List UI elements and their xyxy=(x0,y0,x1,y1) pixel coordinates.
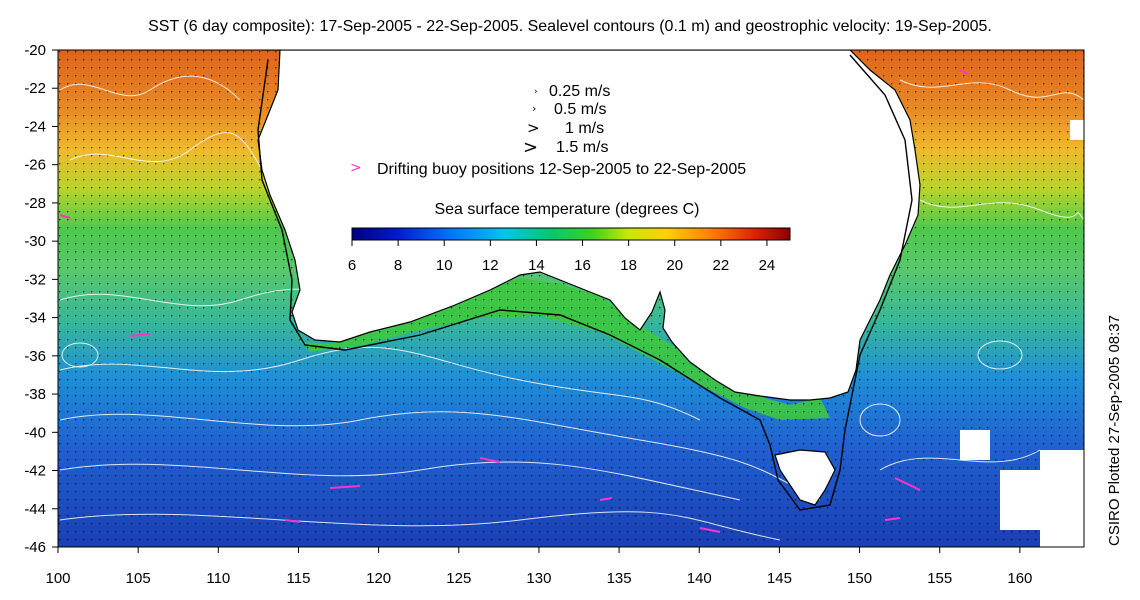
x-tick-label: 150 xyxy=(847,570,872,587)
velocity-arrow-icon: › xyxy=(532,102,536,115)
velocity-legend: › 0.25 m/s › 0.5 m/s > 1 m/s > 1.5 m/s xyxy=(523,83,610,158)
australia-landmass xyxy=(257,50,921,401)
x-tick-label: 110 xyxy=(206,570,230,587)
x-axis: 100 105 110 115 120 125 130 135 140 145 150 155 160 xyxy=(45,547,1032,587)
velocity-legend-label: 1.5 m/s xyxy=(556,139,608,156)
velocity-legend-label: 0.25 m/s xyxy=(549,83,610,100)
colorbar-tick-label: 14 xyxy=(528,257,545,274)
y-tick-label: -34 xyxy=(24,310,46,327)
y-tick-label: -40 xyxy=(24,424,46,441)
y-tick-label: -24 xyxy=(24,118,46,135)
map-title: SST (6 day composite): 17-Sep-2005 - 22-… xyxy=(148,18,992,35)
colorbar-tick-label: 18 xyxy=(620,257,637,274)
y-tick-label: -36 xyxy=(24,348,46,365)
shelf-break-line xyxy=(257,54,913,511)
missing-data-patches xyxy=(960,120,1084,547)
y-tick-label: -20 xyxy=(24,42,46,59)
colorbar-scale xyxy=(351,227,791,241)
plot-area xyxy=(58,50,1084,547)
y-tick-label: -22 xyxy=(24,80,46,97)
tasmania xyxy=(774,449,836,506)
x-tick-label: 140 xyxy=(687,570,712,587)
x-tick-label: 155 xyxy=(927,570,952,587)
y-tick-label: -42 xyxy=(24,463,46,480)
y-axis: -20 -22 -24 -26 -28 -30 -32 -34 -36 -38 -40 -42 -44 -… xyxy=(24,42,58,556)
colorbar-tick-label: 8 xyxy=(394,257,402,274)
x-tick-label: 130 xyxy=(526,570,551,587)
y-tick-label: -30 xyxy=(24,233,46,250)
x-tick-label: 135 xyxy=(607,570,632,587)
sealevel-contours xyxy=(59,75,1084,541)
buoy-legend: > Drifting buoy positions 12-Sep-2005 to… xyxy=(350,160,746,178)
x-tick-label: 105 xyxy=(126,570,151,587)
colorbar-tick-label: 12 xyxy=(482,257,499,274)
colorbar-tick-label: 6 xyxy=(348,257,356,274)
colorbar-tick-label: 24 xyxy=(759,257,776,274)
colorbar-title: Sea surface temperature (degrees C) xyxy=(434,201,699,218)
x-tick-label: 160 xyxy=(1007,570,1032,587)
colorbar-tick-label: 10 xyxy=(436,257,453,274)
buoy-marker-icon: > xyxy=(350,160,362,176)
y-tick-label: -28 xyxy=(24,195,46,212)
drifting-buoy-tracks xyxy=(59,69,969,533)
plot-frame xyxy=(57,49,1085,548)
velocity-arrow-icon: > xyxy=(523,137,538,158)
y-tick-label: -38 xyxy=(24,386,46,403)
y-tick-label: -46 xyxy=(24,539,46,556)
colorbar-tick-label: 20 xyxy=(666,257,683,274)
velocity-arrow-icon: > xyxy=(527,119,540,137)
colorbar-tick-label: 16 xyxy=(574,257,591,274)
x-tick-label: 125 xyxy=(446,570,471,587)
colorbar-ticks: 6 8 10 12 14 16 18 20 22 24 xyxy=(348,240,775,274)
y-tick-label: -26 xyxy=(24,157,46,174)
velocity-legend-label: 1 m/s xyxy=(565,120,604,137)
buoy-legend-label: Drifting buoy positions 12-Sep-2005 to 2… xyxy=(377,161,746,178)
y-tick-label: -32 xyxy=(24,271,46,288)
y-tick-label: -44 xyxy=(24,501,46,518)
colorbar: Sea surface temperature (degrees C) 6 8 10… xyxy=(348,201,791,274)
velocity-legend-label: 0.5 m/s xyxy=(554,101,606,118)
velocity-arrow-icon: › xyxy=(534,87,538,97)
x-tick-label: 100 xyxy=(45,570,70,587)
plot-credit: CSIRO Plotted 27-Sep-2005 08:37 xyxy=(1106,315,1123,546)
x-tick-label: 145 xyxy=(767,570,792,587)
colorbar-tick-label: 22 xyxy=(712,257,729,274)
x-tick-label: 120 xyxy=(366,570,391,587)
x-tick-label: 115 xyxy=(287,570,311,587)
